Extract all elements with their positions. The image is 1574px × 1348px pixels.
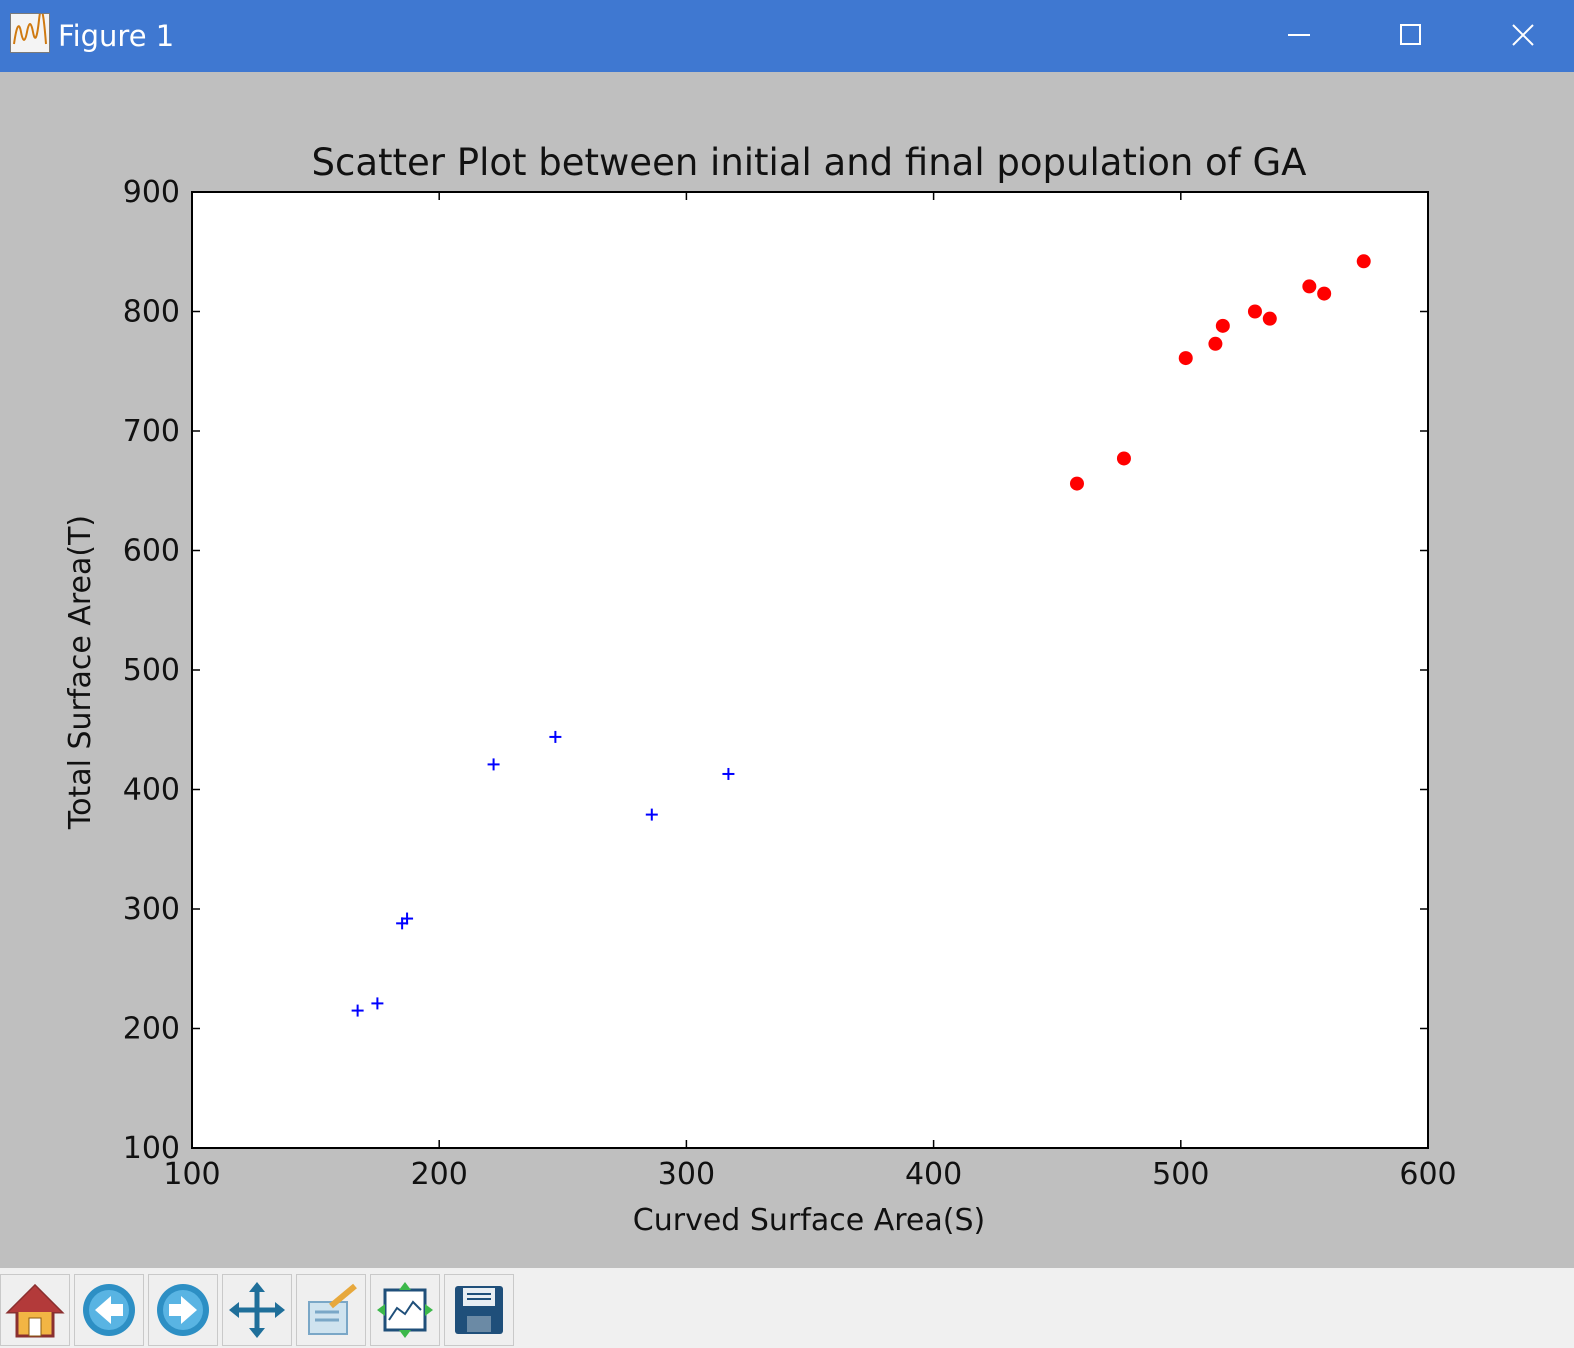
x-axis-label: Curved Surface Area(S) bbox=[633, 1203, 985, 1238]
data-point-plus bbox=[371, 997, 384, 1010]
minimize-icon bbox=[1288, 34, 1310, 36]
data-points bbox=[351, 254, 1371, 1017]
forward-arrow-icon bbox=[157, 1284, 209, 1336]
window-title: Figure 1 bbox=[58, 19, 175, 53]
plot-area bbox=[191, 191, 1429, 1149]
subplots-config-icon bbox=[377, 1282, 433, 1338]
data-point-plus bbox=[487, 758, 500, 771]
close-button[interactable] bbox=[1468, 0, 1574, 70]
y-tick-label: 700 bbox=[123, 414, 180, 449]
x-axis: 100 200 300 400 500 600 bbox=[163, 192, 1457, 1192]
chart-title: Scatter Plot between initial and final p… bbox=[312, 141, 1307, 184]
title-bar[interactable]: Figure 1 bbox=[0, 0, 1574, 72]
back-arrow-icon bbox=[83, 1284, 135, 1336]
y-tick-label: 300 bbox=[123, 892, 180, 927]
close-icon bbox=[1512, 24, 1534, 46]
forward-button[interactable] bbox=[148, 1274, 218, 1346]
data-point-circle bbox=[1302, 279, 1317, 294]
scatter-chart: Scatter Plot between initial and final p… bbox=[63, 141, 1457, 1238]
pan-icon bbox=[229, 1282, 285, 1338]
zoom-rect-icon bbox=[308, 1283, 357, 1335]
data-point-circle bbox=[1356, 254, 1371, 269]
navigation-toolbar bbox=[0, 1268, 1574, 1348]
x-tick-label: 400 bbox=[905, 1157, 962, 1192]
x-tick-label: 300 bbox=[658, 1157, 715, 1192]
zoom-button[interactable] bbox=[296, 1274, 366, 1346]
data-point-plus bbox=[351, 1004, 364, 1017]
save-floppy-icon bbox=[455, 1286, 503, 1334]
matplotlib-waveform-icon bbox=[10, 9, 50, 53]
maximize-icon bbox=[1400, 24, 1421, 45]
y-tick-label: 900 bbox=[123, 175, 180, 210]
x-tick-label: 500 bbox=[1152, 1157, 1209, 1192]
configure-subplots-button[interactable] bbox=[370, 1274, 440, 1346]
y-tick-label: 200 bbox=[123, 1012, 180, 1047]
maximize-button[interactable] bbox=[1356, 0, 1466, 70]
data-point-circle bbox=[1208, 336, 1223, 351]
x-tick-label: 600 bbox=[1399, 1157, 1456, 1192]
pan-button[interactable] bbox=[222, 1274, 292, 1346]
data-point-plus bbox=[722, 767, 735, 780]
y-axis: 100 200 300 400 500 600 700 800 900 bbox=[123, 175, 1428, 1166]
y-tick-label: 800 bbox=[123, 295, 180, 330]
x-tick-label: 100 bbox=[163, 1157, 220, 1192]
data-point-circle bbox=[1116, 451, 1131, 466]
home-button[interactable] bbox=[0, 1274, 70, 1346]
data-point-circle bbox=[1247, 304, 1262, 319]
y-tick-label: 600 bbox=[123, 534, 180, 569]
minimize-button[interactable] bbox=[1244, 0, 1354, 70]
y-tick-label: 500 bbox=[123, 653, 180, 688]
data-point-circle bbox=[1262, 311, 1277, 326]
data-point-circle bbox=[1178, 351, 1193, 366]
save-button[interactable] bbox=[444, 1274, 514, 1346]
figure-canvas[interactable]: Scatter Plot between initial and final p… bbox=[0, 72, 1574, 1268]
x-tick-label: 200 bbox=[411, 1157, 468, 1192]
data-point-plus bbox=[549, 730, 562, 743]
home-icon bbox=[5, 1283, 65, 1338]
y-tick-label: 100 bbox=[123, 1131, 180, 1166]
y-tick-label: 400 bbox=[123, 773, 180, 808]
y-axis-label: Total Surface Area(T) bbox=[63, 515, 98, 830]
data-point-plus bbox=[645, 808, 658, 821]
data-point-circle bbox=[1069, 476, 1084, 491]
data-point-plus bbox=[401, 912, 414, 925]
data-point-circle bbox=[1317, 286, 1332, 301]
back-button[interactable] bbox=[74, 1274, 144, 1346]
data-point-circle bbox=[1215, 318, 1230, 333]
